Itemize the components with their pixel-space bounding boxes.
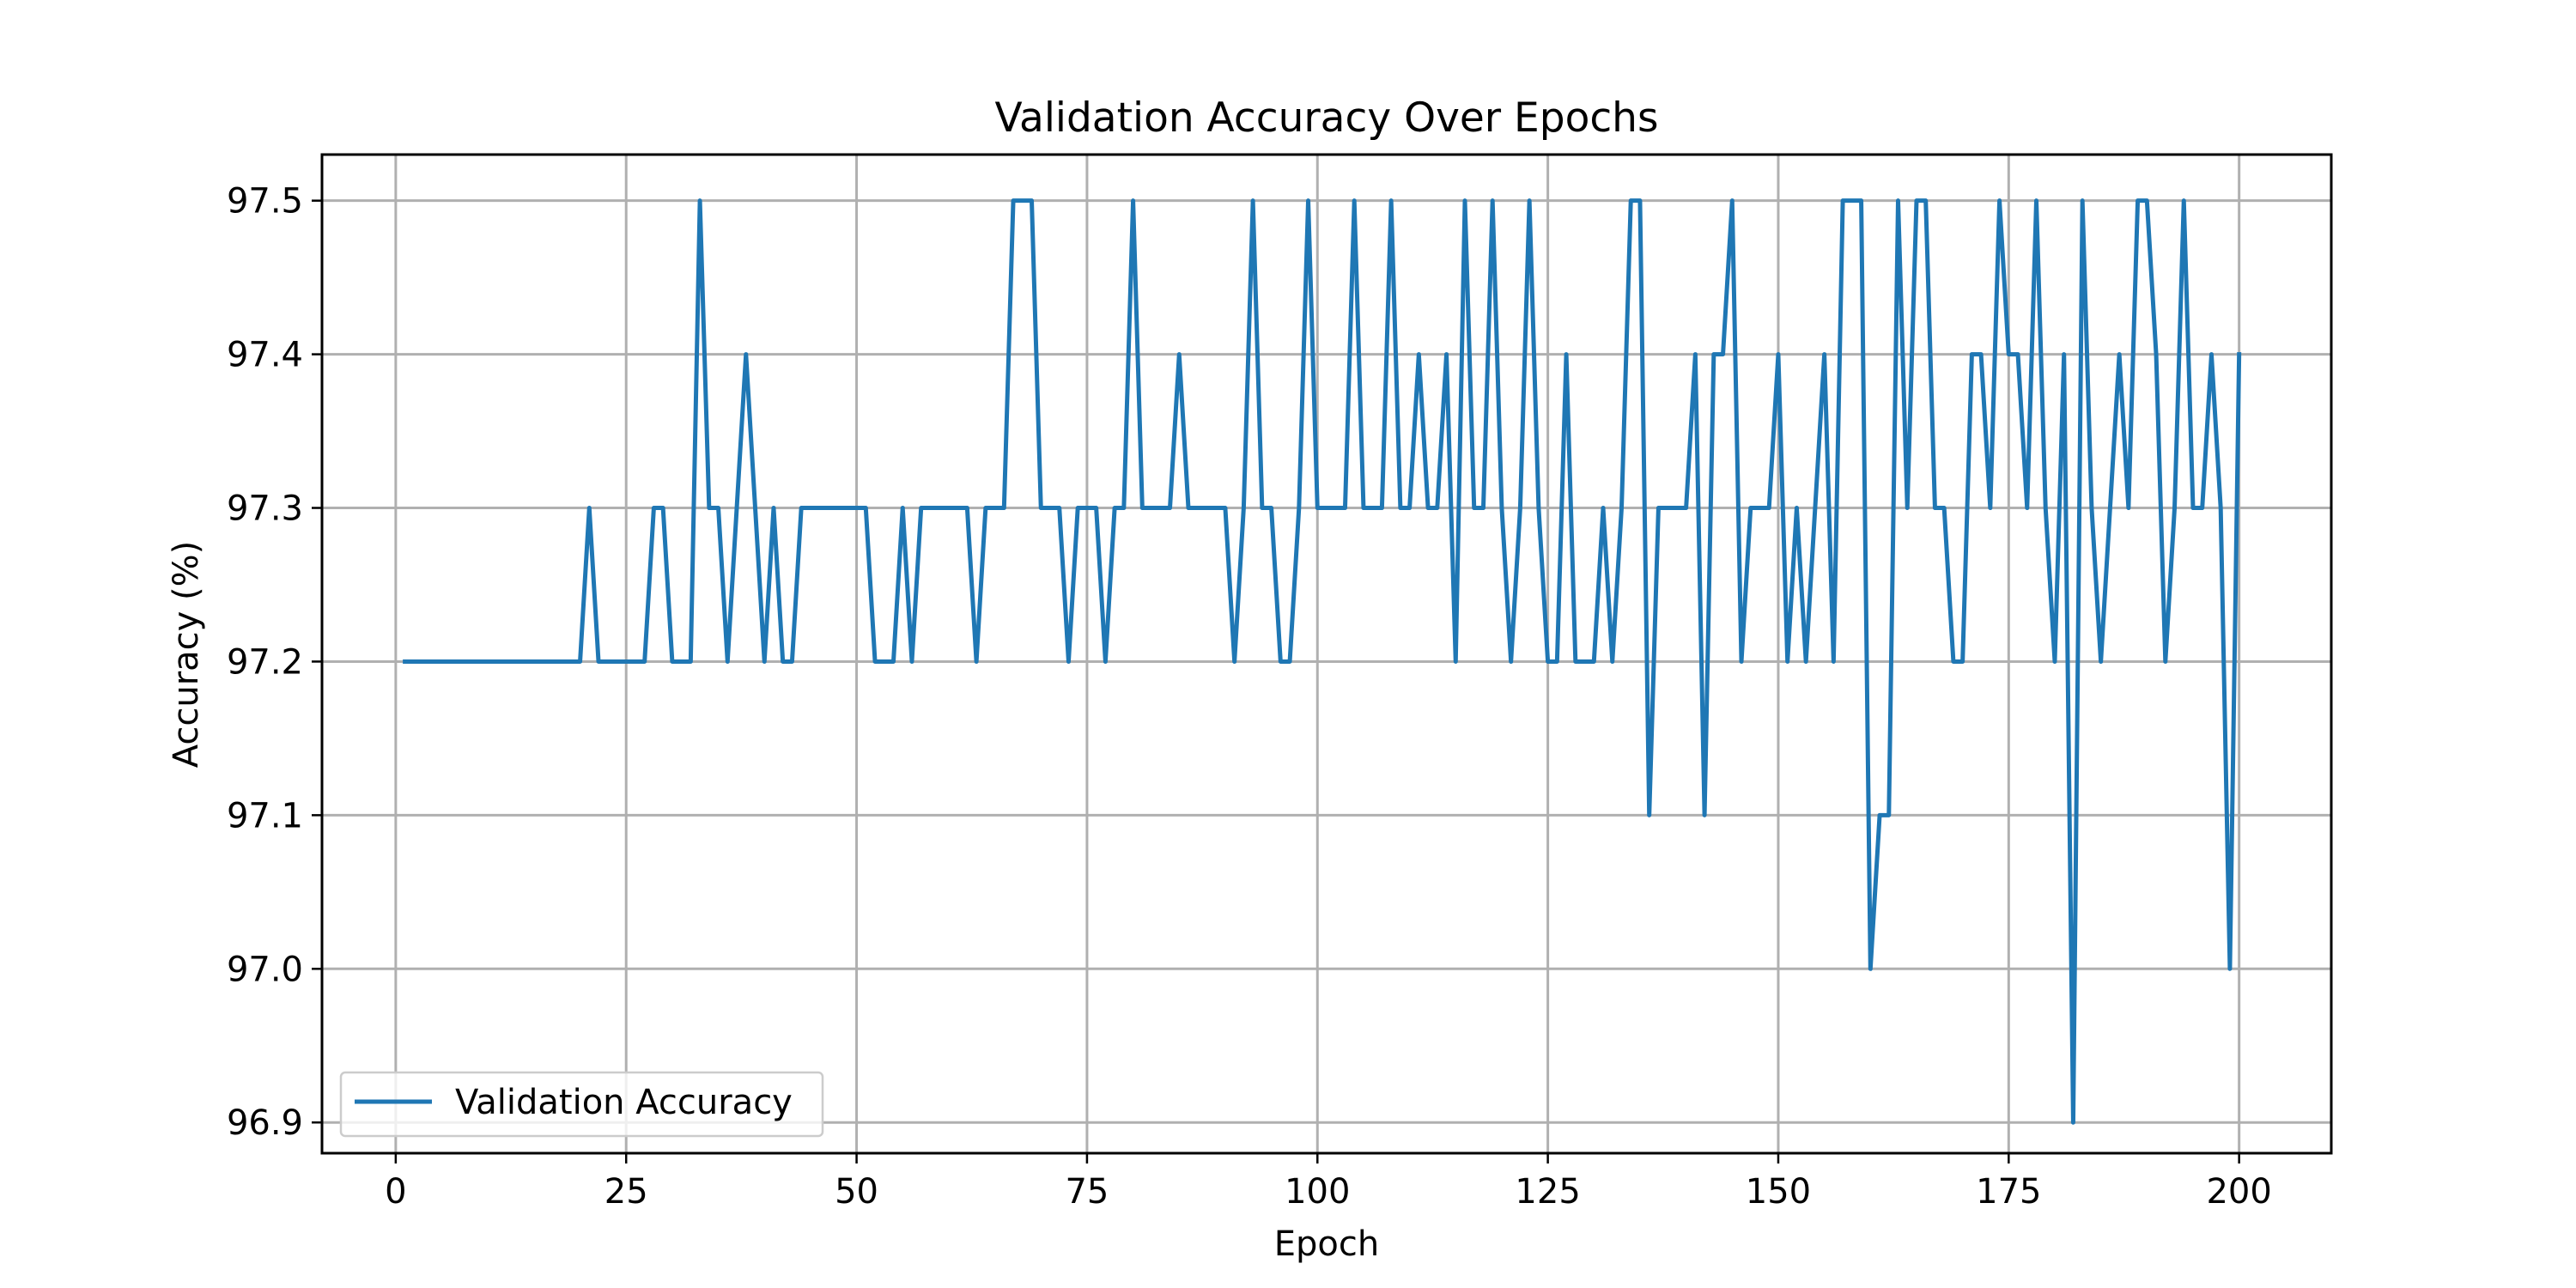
y-tick-label: 97.1 xyxy=(227,796,303,835)
grid-lines xyxy=(322,155,2331,1153)
x-tick-label: 25 xyxy=(605,1172,648,1212)
x-tick-label: 50 xyxy=(835,1172,878,1212)
x-tick-label: 75 xyxy=(1065,1172,1109,1212)
x-tick-label: 150 xyxy=(1746,1172,1811,1212)
x-tick-label: 125 xyxy=(1515,1172,1580,1212)
y-tick-label: 97.5 xyxy=(227,182,303,222)
legend-label: Validation Accuracy xyxy=(455,1083,793,1122)
y-tick-label: 96.9 xyxy=(227,1103,303,1143)
y-tick-label: 97.3 xyxy=(227,489,303,529)
legend: Validation Accuracy xyxy=(339,1071,824,1138)
legend-box xyxy=(339,1071,824,1138)
x-tick-label: 100 xyxy=(1285,1172,1350,1212)
plot-frame xyxy=(320,153,2333,1155)
x-tick-label: 0 xyxy=(385,1172,406,1212)
x-tick-label: 200 xyxy=(2206,1172,2271,1212)
y-axis-ticks: 96.9 97.0 97.1 97.2 97.3 97.4 97.5 xyxy=(227,182,322,1143)
y-tick-label: 97.2 xyxy=(227,642,303,682)
x-tick-label: 175 xyxy=(1976,1172,2041,1212)
x-axis-ticks: 0 25 50 75 100 125 150 175 200 xyxy=(385,1153,2272,1212)
chart-title: Validation Accuracy Over Epochs xyxy=(995,94,1659,142)
y-axis-label: Accuracy (%) xyxy=(167,541,206,769)
y-tick-label: 97.4 xyxy=(227,336,303,375)
y-tick-label: 97.0 xyxy=(227,950,303,989)
series-layer xyxy=(403,198,2242,1125)
series-line-validation-accuracy xyxy=(403,198,2242,1125)
x-axis-label: Epoch xyxy=(1274,1224,1379,1264)
